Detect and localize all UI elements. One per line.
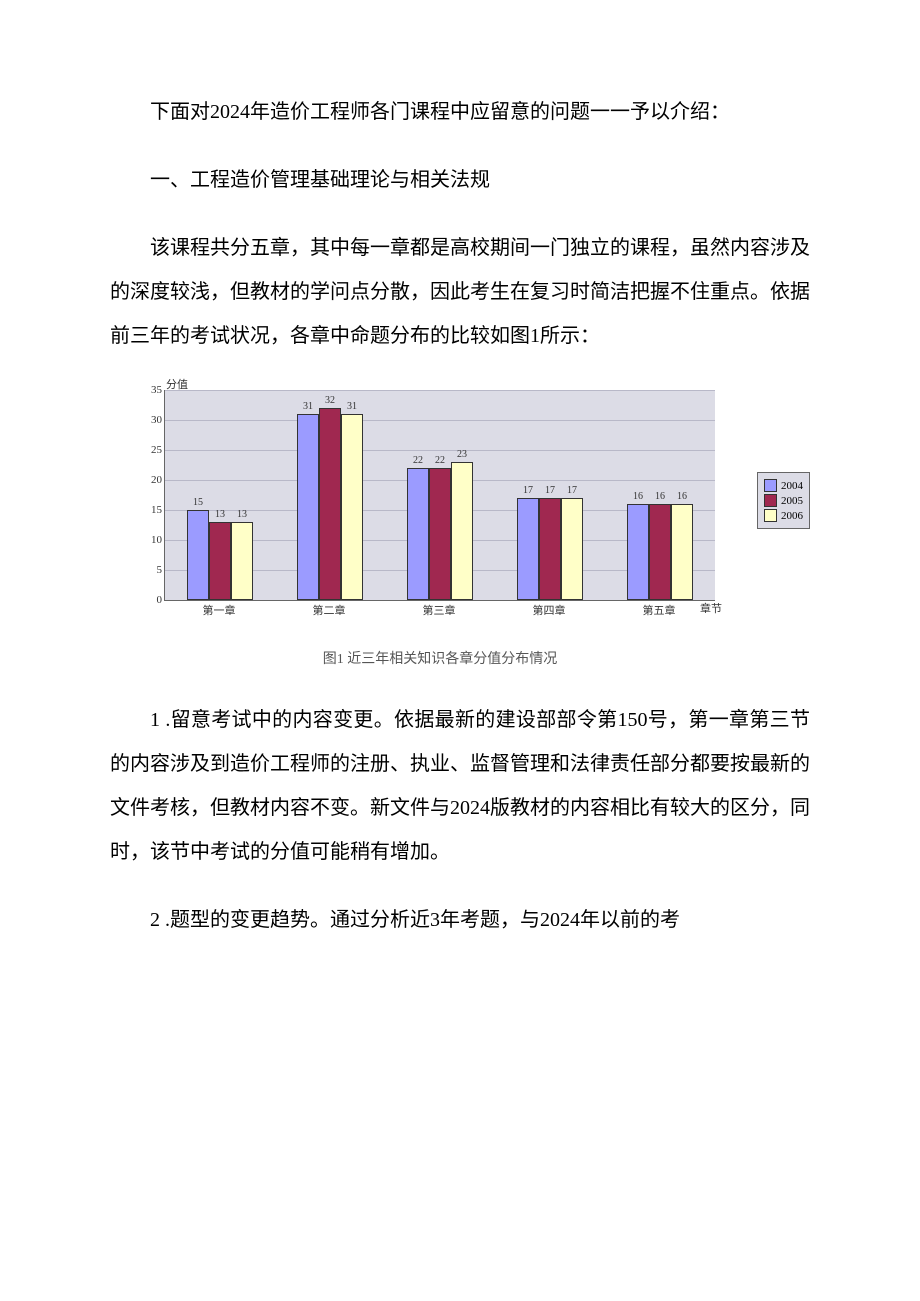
bar: 32 [319,408,341,600]
bar-value-label: 13 [237,509,247,520]
bar: 13 [209,522,231,600]
x-axis-title: 章节 [700,600,722,616]
point-1: 1 .留意考试中的内容变更。依据最新的建设部部令第150号，第一章第三节的内容涉… [110,698,810,874]
bar: 31 [297,414,319,600]
y-tick-label: 35 [140,384,162,396]
plot-area: 151313313231222223171717161616 [164,390,715,601]
section-1-title: 一、工程造价管理基础理论与相关法规 [110,158,810,202]
legend-swatch [764,494,777,507]
legend-swatch [764,479,777,492]
intro-paragraph: 下面对2024年造价工程师各门课程中应留意的问题一一予以介绍： [110,90,810,134]
legend-label: 2004 [781,480,803,492]
y-tick-label: 10 [140,534,162,546]
y-tick-label: 25 [140,444,162,456]
point-2: 2 .题型的变更趋势。通过分析近3年考题，与2024年以前的考 [110,898,810,942]
x-tick-label: 第四章 [509,602,589,618]
x-tick-label: 第三章 [399,602,479,618]
y-tick-label: 0 [140,594,162,606]
bar-group: 161616 [627,504,693,600]
bar: 31 [341,414,363,600]
legend-item: 2005 [764,494,803,507]
bar: 17 [517,498,539,600]
legend-label: 2006 [781,510,803,522]
chart-caption: 图1 近三年相关知识各章分值分布情况 [130,648,750,668]
bar: 23 [451,462,473,600]
bar-value-label: 17 [523,485,533,496]
bar-group: 171717 [517,498,583,600]
y-tick-label: 20 [140,474,162,486]
bar: 15 [187,510,209,600]
bar-value-label: 17 [545,485,555,496]
bar: 13 [231,522,253,600]
bar-group: 222223 [407,462,473,600]
document-page: 下面对2024年造价工程师各门课程中应留意的问题一一予以介绍： 一、工程造价管理… [0,0,920,1026]
bar-value-label: 23 [457,449,467,460]
bar-value-label: 15 [193,497,203,508]
x-tick-label: 第五章 [619,602,699,618]
bar: 16 [649,504,671,600]
bar: 22 [407,468,429,600]
bar-value-label: 17 [567,485,577,496]
bar-value-label: 22 [413,455,423,466]
x-ticks: 第一章 第二章 第三章 第四章 第五章 [164,602,714,618]
y-tick-label: 15 [140,504,162,516]
legend-swatch [764,509,777,522]
x-tick-label: 第二章 [289,602,369,618]
bar-value-label: 32 [325,395,335,406]
bar: 17 [561,498,583,600]
bar-groups: 151313313231222223171717161616 [165,390,715,600]
bar-value-label: 16 [655,491,665,502]
bar-value-label: 31 [303,401,313,412]
bar-value-label: 22 [435,455,445,466]
bar: 16 [627,504,649,600]
y-tick-label: 5 [140,564,162,576]
bar: 16 [671,504,693,600]
legend: 2004 2005 2006 [757,472,810,529]
bar-value-label: 31 [347,401,357,412]
section-1-body: 该课程共分五章，其中每一章都是高校期间一门独立的课程，虽然内容涉及的深度较浅，但… [110,226,810,358]
bar-value-label: 13 [215,509,225,520]
bar-value-label: 16 [633,491,643,502]
x-tick-label: 第一章 [179,602,259,618]
y-tick-label: 30 [140,414,162,426]
bar-group: 313231 [297,408,363,600]
legend-item: 2004 [764,479,803,492]
bar: 17 [539,498,561,600]
legend-item: 2006 [764,509,803,522]
bar-chart: 分值 151313313231222223171717161616 051015… [130,382,810,642]
legend-label: 2005 [781,495,803,507]
bar-value-label: 16 [677,491,687,502]
figure-1: 分值 151313313231222223171717161616 051015… [130,382,810,668]
bar: 22 [429,468,451,600]
bar-group: 151313 [187,510,253,600]
